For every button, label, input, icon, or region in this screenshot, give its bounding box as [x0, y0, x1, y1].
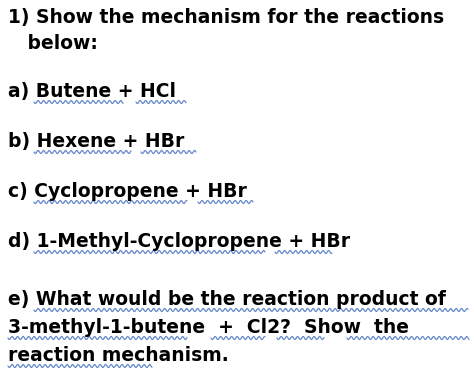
Text: d) 1-Methyl-Cyclopropene + HBr: d) 1-Methyl-Cyclopropene + HBr	[8, 232, 350, 251]
Text: a) Butene + HCl: a) Butene + HCl	[8, 82, 176, 101]
Text: 1) Show the mechanism for the reactions: 1) Show the mechanism for the reactions	[8, 8, 444, 27]
Text: below:: below:	[8, 34, 98, 53]
Text: b) Hexene + HBr: b) Hexene + HBr	[8, 132, 184, 151]
Text: 3-methyl-1-butene  +  Cl2?  Show  the: 3-methyl-1-butene + Cl2? Show the	[8, 318, 409, 337]
Text: c) Cyclopropene + HBr: c) Cyclopropene + HBr	[8, 182, 247, 201]
Text: reaction mechanism.: reaction mechanism.	[8, 346, 229, 365]
Text: e) What would be the reaction product of: e) What would be the reaction product of	[8, 290, 446, 309]
